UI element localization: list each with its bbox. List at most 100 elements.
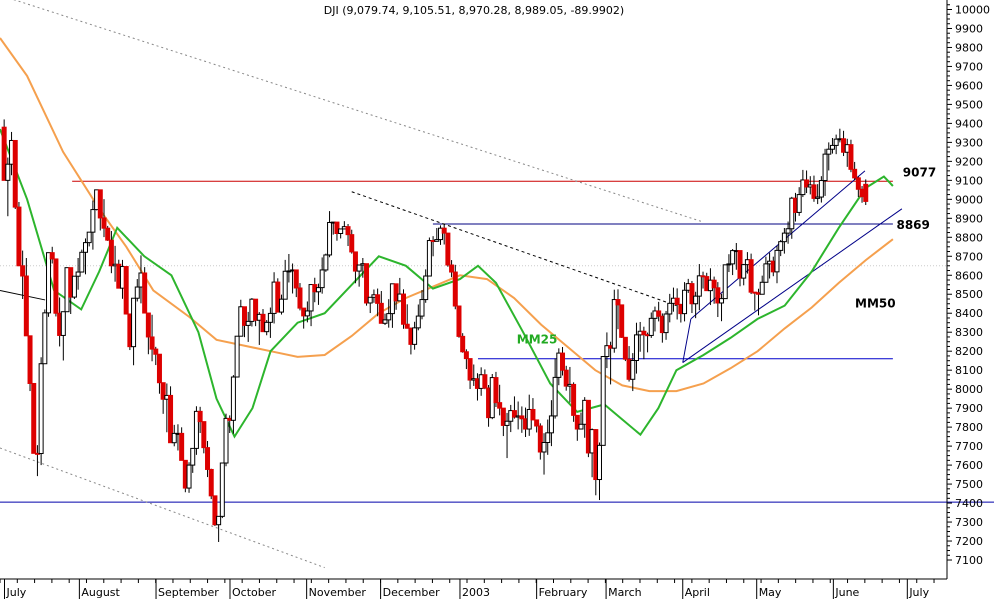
candle-body-up [730, 250, 736, 265]
x-tick-label: October [232, 586, 276, 599]
candle-body-down [585, 399, 591, 454]
candle [696, 264, 702, 311]
candle-body-down [452, 271, 458, 307]
candle-body-up [633, 334, 639, 361]
candle-body-up [796, 194, 802, 213]
candle-body-down [463, 351, 469, 360]
candle [615, 289, 621, 330]
candle [53, 258, 59, 317]
candle-body-down [748, 259, 754, 293]
candle [534, 419, 540, 433]
y-tick-label: 8700 [955, 250, 983, 263]
candle-body-up [267, 312, 273, 323]
candle [364, 263, 370, 306]
candle [748, 253, 754, 295]
candle [519, 406, 525, 433]
candle [401, 289, 407, 329]
candle [375, 288, 381, 317]
candle [212, 495, 218, 527]
candle-body-down [449, 264, 455, 273]
candle [722, 264, 728, 300]
candle-body-down [160, 382, 166, 400]
candle [71, 275, 77, 299]
candle [826, 142, 832, 171]
candle-body-up [75, 271, 81, 277]
candle [334, 221, 340, 241]
candle [674, 288, 680, 320]
candle [463, 349, 469, 370]
candle [5, 157, 11, 217]
candle-body-up [600, 356, 606, 446]
candle-body-down [393, 283, 399, 302]
candle-body-down [500, 407, 506, 426]
candle [168, 386, 174, 444]
candle [205, 440, 211, 478]
candle [829, 138, 835, 154]
y-tick-label: 8500 [955, 288, 983, 301]
candle-body-down [560, 352, 566, 371]
candle [49, 246, 55, 264]
candle-body-up [5, 163, 11, 181]
candle [179, 427, 185, 461]
candle-body-up [822, 153, 828, 182]
candle [596, 442, 602, 501]
y-tick-label: 8400 [955, 307, 983, 320]
candle [393, 283, 399, 310]
candle-body-down [445, 232, 451, 266]
candle-body-up [338, 228, 344, 234]
candle-body-down [153, 348, 159, 355]
candle [467, 358, 473, 389]
y-tick-label: 9700 [955, 60, 983, 73]
x-tick-label: May [759, 586, 782, 599]
candle-body-up [223, 417, 229, 464]
candle-body-up [245, 320, 251, 326]
candle-body-up [323, 254, 329, 271]
candle-body-up [230, 376, 236, 421]
candle-body-down [375, 294, 381, 304]
candle [327, 211, 333, 258]
candle-body-up [696, 275, 702, 297]
candle [818, 176, 824, 203]
candle [741, 263, 747, 286]
candle-body-up [319, 269, 325, 289]
candle [863, 179, 869, 206]
candle [482, 369, 488, 390]
candle [545, 419, 551, 455]
candle-body-down [108, 239, 114, 267]
candle [27, 335, 33, 392]
y-tick-label: 7800 [955, 421, 983, 434]
candle-body-up [386, 313, 392, 321]
candle-body-down [563, 369, 569, 387]
candle [208, 468, 214, 500]
candle [456, 305, 462, 338]
candle-body-up [382, 319, 388, 324]
candle-body-down [467, 358, 473, 381]
y-tick-label: 9400 [955, 117, 983, 130]
candle-body-up [131, 297, 137, 348]
annotation-8869: 8869 [896, 218, 929, 232]
candle [493, 371, 499, 408]
candle [633, 322, 639, 374]
candle [548, 400, 554, 447]
candle-body-down [855, 177, 861, 190]
y-tick-label: 7200 [955, 535, 983, 548]
candle [460, 333, 466, 353]
candle [497, 384, 503, 416]
candle [42, 309, 48, 365]
candle-body-up [818, 180, 824, 198]
candle [282, 259, 288, 300]
candle [108, 231, 114, 274]
candle-body-down [20, 265, 26, 277]
candle-body-up [46, 252, 52, 314]
candle [563, 365, 569, 391]
candle [641, 326, 647, 360]
candle-body-up [774, 249, 780, 273]
candle [234, 335, 240, 378]
candle [253, 298, 259, 327]
candle [796, 187, 802, 216]
candle [648, 312, 654, 338]
y-tick-label: 9500 [955, 98, 983, 111]
candle [715, 282, 721, 318]
candle [730, 249, 736, 276]
candle [778, 239, 784, 257]
